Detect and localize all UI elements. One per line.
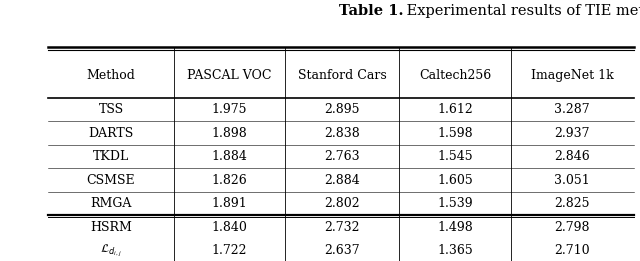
Text: 2.637: 2.637 xyxy=(324,244,360,257)
Text: 2.732: 2.732 xyxy=(324,221,360,234)
Text: RMGA: RMGA xyxy=(90,197,132,210)
Text: Method: Method xyxy=(86,69,136,81)
Text: Caltech256: Caltech256 xyxy=(419,69,491,81)
Text: 1.898: 1.898 xyxy=(212,127,248,140)
Text: CSMSE: CSMSE xyxy=(86,174,135,187)
Text: $\mathcal{L}_{d_{i,j}}$: $\mathcal{L}_{d_{i,j}}$ xyxy=(100,242,122,259)
Text: 3.287: 3.287 xyxy=(554,103,590,116)
Text: DARTS: DARTS xyxy=(88,127,134,140)
Text: 1.598: 1.598 xyxy=(437,127,473,140)
Text: HSRM: HSRM xyxy=(90,221,132,234)
Text: PASCAL VOC: PASCAL VOC xyxy=(188,69,272,81)
Text: 1.975: 1.975 xyxy=(212,103,247,116)
Text: 2.846: 2.846 xyxy=(554,150,590,163)
Text: 1.605: 1.605 xyxy=(437,174,473,187)
Text: 3.051: 3.051 xyxy=(554,174,590,187)
Text: 2.763: 2.763 xyxy=(324,150,360,163)
Text: 1.498: 1.498 xyxy=(437,221,473,234)
Text: 1.539: 1.539 xyxy=(437,197,473,210)
Text: TSS: TSS xyxy=(99,103,124,116)
Text: Stanford Cars: Stanford Cars xyxy=(298,69,387,81)
Text: Table 1.: Table 1. xyxy=(339,4,404,18)
Text: 1.365: 1.365 xyxy=(437,244,473,257)
Text: 1.826: 1.826 xyxy=(212,174,248,187)
Text: 2.884: 2.884 xyxy=(324,174,360,187)
Text: 2.825: 2.825 xyxy=(554,197,590,210)
Text: 1.884: 1.884 xyxy=(212,150,248,163)
Text: Experimental results of TIE metric (lower is better).: Experimental results of TIE metric (lowe… xyxy=(402,4,640,18)
Text: 2.895: 2.895 xyxy=(324,103,360,116)
Text: 1.722: 1.722 xyxy=(212,244,247,257)
Text: 2.802: 2.802 xyxy=(324,197,360,210)
Text: 1.840: 1.840 xyxy=(212,221,248,234)
Text: ImageNet 1k: ImageNet 1k xyxy=(531,69,614,81)
Text: 2.838: 2.838 xyxy=(324,127,360,140)
Text: 1.612: 1.612 xyxy=(437,103,473,116)
Text: 1.891: 1.891 xyxy=(212,197,248,210)
Text: TKDL: TKDL xyxy=(93,150,129,163)
Text: 2.798: 2.798 xyxy=(554,221,590,234)
Text: 1.545: 1.545 xyxy=(437,150,473,163)
Text: 2.937: 2.937 xyxy=(554,127,590,140)
Text: 2.710: 2.710 xyxy=(554,244,590,257)
